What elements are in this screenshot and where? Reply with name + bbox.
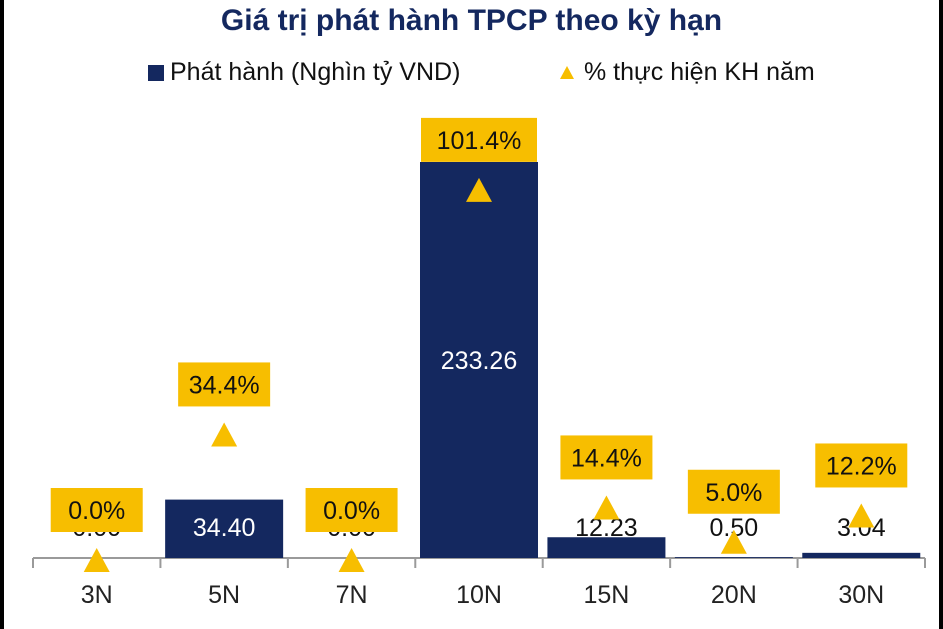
percent-label-box: [560, 435, 653, 480]
legend-triangle-icon: [560, 66, 574, 79]
x-tick-label: 20N: [711, 581, 757, 609]
percent-marker: [720, 529, 747, 554]
x-tick-label: 10N: [456, 581, 502, 609]
percent-marker: [848, 503, 875, 528]
x-tick-label: 30N: [838, 581, 884, 609]
percent-value-label: 101.4%: [437, 127, 522, 155]
percent-value-label: 0.0%: [323, 497, 380, 525]
bar-value-label: 34.40: [193, 514, 256, 542]
percent-label-box: [815, 443, 908, 488]
legend-square-icon: [148, 64, 164, 81]
percent-marker: [466, 177, 492, 202]
percent-marker: [338, 548, 365, 572]
bar: [802, 552, 921, 558]
percent-value-label: 14.4%: [571, 444, 642, 472]
x-tick-label: 5N: [208, 581, 240, 609]
percent-label-box: [178, 362, 271, 407]
bar: [420, 162, 538, 558]
percent-marker: [593, 495, 620, 520]
percent-marker: [211, 422, 238, 447]
x-tick-label: 3N: [81, 581, 113, 609]
bar: [674, 557, 793, 558]
x-tick-label: 15N: [583, 581, 629, 609]
x-tick-label: 7N: [336, 581, 368, 609]
bar: [165, 499, 284, 558]
bar-value-label: 233.26: [441, 347, 517, 375]
percent-marker: [83, 548, 110, 572]
percent-label-box: [687, 469, 780, 514]
chart-legend: Phát hành (Nghìn tỷ VND) % thực hiện KH …: [0, 58, 943, 92]
percent-label-box: [421, 117, 537, 162]
chart-title: Giá trị phát hành TPCP theo kỳ hạn: [220, 4, 723, 37]
percent-value-label: 0.0%: [68, 497, 125, 525]
percent-label-box: [305, 488, 398, 532]
legend-label-issuance: Phát hành (Nghìn tỷ VND): [170, 58, 461, 86]
legend-label-plan-percent: % thực hiện KH năm: [584, 58, 815, 86]
legend-item-issuance: Phát hành (Nghìn tỷ VND): [148, 58, 460, 87]
legend-item-plan-percent: % thực hiện KH năm: [560, 58, 815, 87]
percent-value-label: 34.4%: [189, 371, 260, 399]
percent-value-label: 12.2%: [826, 452, 897, 480]
percent-value-label: 5.0%: [705, 479, 762, 507]
percent-label-box: [50, 488, 143, 532]
bar: [547, 537, 666, 558]
